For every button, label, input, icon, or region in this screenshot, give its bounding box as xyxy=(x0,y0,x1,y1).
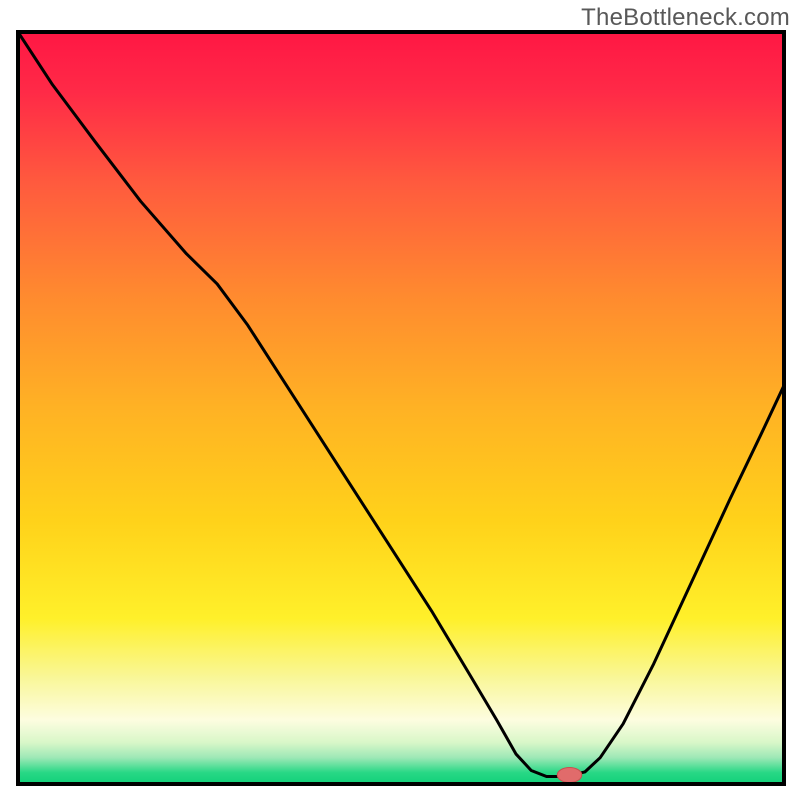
plot-background xyxy=(18,32,784,784)
chart-container: { "watermark": "TheBottleneck.com", "cha… xyxy=(0,0,800,800)
chart-svg xyxy=(0,0,800,800)
optimal-point-marker xyxy=(557,767,582,782)
